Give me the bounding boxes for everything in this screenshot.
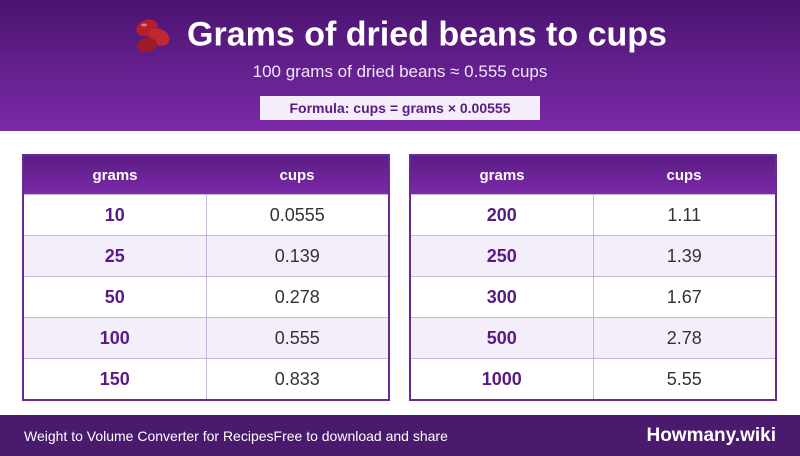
cups-cell: 2.78 [592, 318, 776, 358]
cups-cell: 5.55 [592, 359, 776, 399]
grams-cell: 150 [99, 368, 130, 389]
table-row: 200 1.11 [411, 194, 775, 235]
table-row: 300 1.67 [411, 276, 775, 317]
grams-cell: 500 [486, 327, 517, 348]
cups-cell: 0.833 [205, 359, 389, 399]
footer: Weight to Volume Converter for RecipesFr… [0, 415, 800, 456]
table: grams cups 10 0.0555 25 0.139 50 0.278 100 0.555 1… [22, 154, 390, 401]
header-row: grams cups [24, 156, 388, 194]
column-header: grams [92, 166, 138, 184]
header-row: grams cups [411, 156, 775, 194]
grams-cell: 250 [486, 245, 517, 266]
table-row: 10 0.0555 [24, 194, 388, 235]
grams-cell: 100 [99, 327, 130, 348]
cups-cell: 1.67 [592, 277, 776, 317]
cups-cell: 1.39 [592, 236, 776, 276]
bean-icon [136, 19, 170, 53]
table-row: 1000 5.55 [411, 358, 775, 399]
cups-cell: 0.0555 [205, 195, 389, 235]
grams-cell: 10 [104, 204, 125, 225]
table-row: 50 0.278 [24, 276, 388, 317]
cups-cell: 0.278 [205, 277, 389, 317]
brand: Howmany.wiki [646, 425, 776, 446]
grams-cell: 300 [486, 286, 517, 307]
formula: Formula: cups = grams × 0.00555 [260, 96, 540, 120]
table-row: 500 2.78 [411, 317, 775, 358]
table-row: 150 0.833 [24, 358, 388, 399]
table-row: 25 0.139 [24, 235, 388, 276]
grams-cell: 50 [104, 286, 125, 307]
cups-cell: 0.139 [205, 236, 389, 276]
footer-text: Weight to Volume Converter for RecipesFr… [24, 428, 448, 444]
title-row: Grams of dried beans to cups [0, 14, 800, 55]
grams-cell: 25 [104, 245, 125, 266]
table: grams cups 200 1.11 250 1.39 300 1.67 500 2.78 100… [409, 154, 777, 401]
column-header: cups [279, 166, 315, 184]
table-row: 250 1.39 [411, 235, 775, 276]
footer-middle: Free to download and share [273, 428, 448, 444]
title: Grams of dried beans to cups [187, 15, 667, 54]
column-header: grams [479, 166, 525, 184]
grams-cell: 200 [486, 204, 517, 225]
table-row: 100 0.555 [24, 317, 388, 358]
footer-left: Weight to Volume Converter for Recipes [24, 428, 274, 444]
column-header: cups [666, 166, 702, 184]
cups-cell: 1.11 [592, 195, 776, 235]
header: Grams of dried beans to cups 100 grams o… [0, 0, 800, 131]
cups-cell: 0.555 [205, 318, 389, 358]
subtitle: 100 grams of dried beans ≈ 0.555 cups [252, 62, 548, 81]
grams-cell: 1000 [481, 368, 522, 389]
